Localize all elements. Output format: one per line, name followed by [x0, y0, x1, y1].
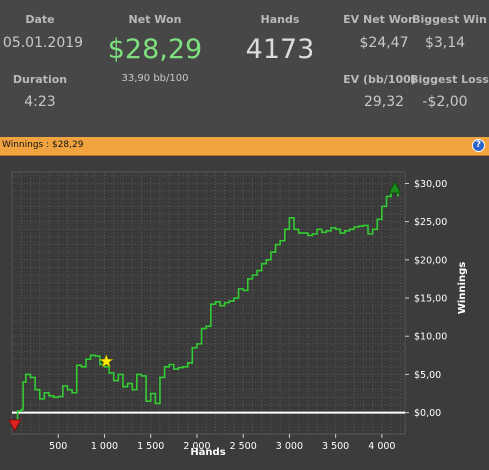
x-tick-label: 2 000: [183, 441, 210, 452]
max-marker-icon: [387, 180, 402, 194]
biggest-loss-value: -$2,00: [422, 94, 468, 110]
winnings-chart: 500 1 000 1 500 2 000 2 500 3 000 3 500 4 000 $0…: [0, 156, 489, 466]
winnings-chart-svg: 500 1 000 1 500 2 000 2 500 3 000 3 500 4 000 $0…: [7, 171, 468, 458]
ev-bb100-value: 29,32: [363, 94, 405, 110]
duration-label: Duration: [12, 73, 68, 86]
date-value: 05.01.2019: [2, 35, 84, 51]
min-marker-icon: [7, 419, 22, 432]
winnings-banner: Winnings : $28,29 ?: [0, 137, 489, 156]
biggest-loss-label: Biggest Loss: [410, 73, 489, 86]
ev-net-won-label: EV Net Won: [343, 13, 416, 26]
hands-label: Hands: [260, 13, 300, 26]
net-won-value: $28,29: [107, 34, 203, 65]
biggest-win-value: $3,14: [424, 35, 466, 51]
ev-bb100-label: EV (bb/100): [343, 73, 416, 86]
star-icon: [99, 354, 114, 368]
x-tick-label: 2 500: [230, 441, 257, 452]
net-won-label: Net Won: [128, 13, 182, 26]
y-tick-label: $0,00: [414, 408, 441, 419]
x-tick-label: 3 500: [322, 441, 349, 452]
ev-net-won-value: $24,47: [359, 35, 409, 51]
question-icon[interactable]: ?: [472, 139, 485, 152]
session-stats-panel: Date 05.01.2019 Duration 4:23 Net Won $2…: [0, 0, 489, 137]
axes: 500 1 000 1 500 2 000 2 500 3 000 3 500 4 000 $0…: [12, 179, 447, 452]
duration-value: 4:23: [24, 94, 56, 110]
x-tick-label: 1 000: [91, 441, 118, 452]
markers: [7, 180, 402, 432]
series: [12, 190, 399, 425]
y-tick-label: $15,00: [414, 294, 447, 305]
biggest-win-label: Biggest Win: [412, 13, 487, 26]
x-tick-label: 3 000: [276, 441, 303, 452]
plot-area: [11, 171, 406, 435]
y-tick-label: $20,00: [414, 255, 447, 266]
hands-value: 4173: [245, 34, 315, 65]
winnings-banner-text: Winnings : $28,29: [2, 140, 84, 150]
net-won-bb100: 33,90 bb/100: [121, 73, 189, 84]
x-axis-title: Hands: [190, 447, 225, 458]
date-label: Date: [25, 13, 55, 26]
x-tick-label: 1 500: [137, 441, 164, 452]
y-axis-title: Winnings: [457, 262, 468, 314]
y-tick-label: $30,00: [414, 179, 447, 190]
x-tick-label: 500: [49, 441, 67, 452]
y-tick-label: $5,00: [414, 370, 441, 381]
y-tick-label: $25,00: [414, 217, 447, 228]
y-tick-label: $10,00: [414, 332, 447, 343]
grid: [12, 172, 405, 434]
winnings-line: [12, 190, 399, 425]
x-tick-label: 4 000: [368, 441, 395, 452]
